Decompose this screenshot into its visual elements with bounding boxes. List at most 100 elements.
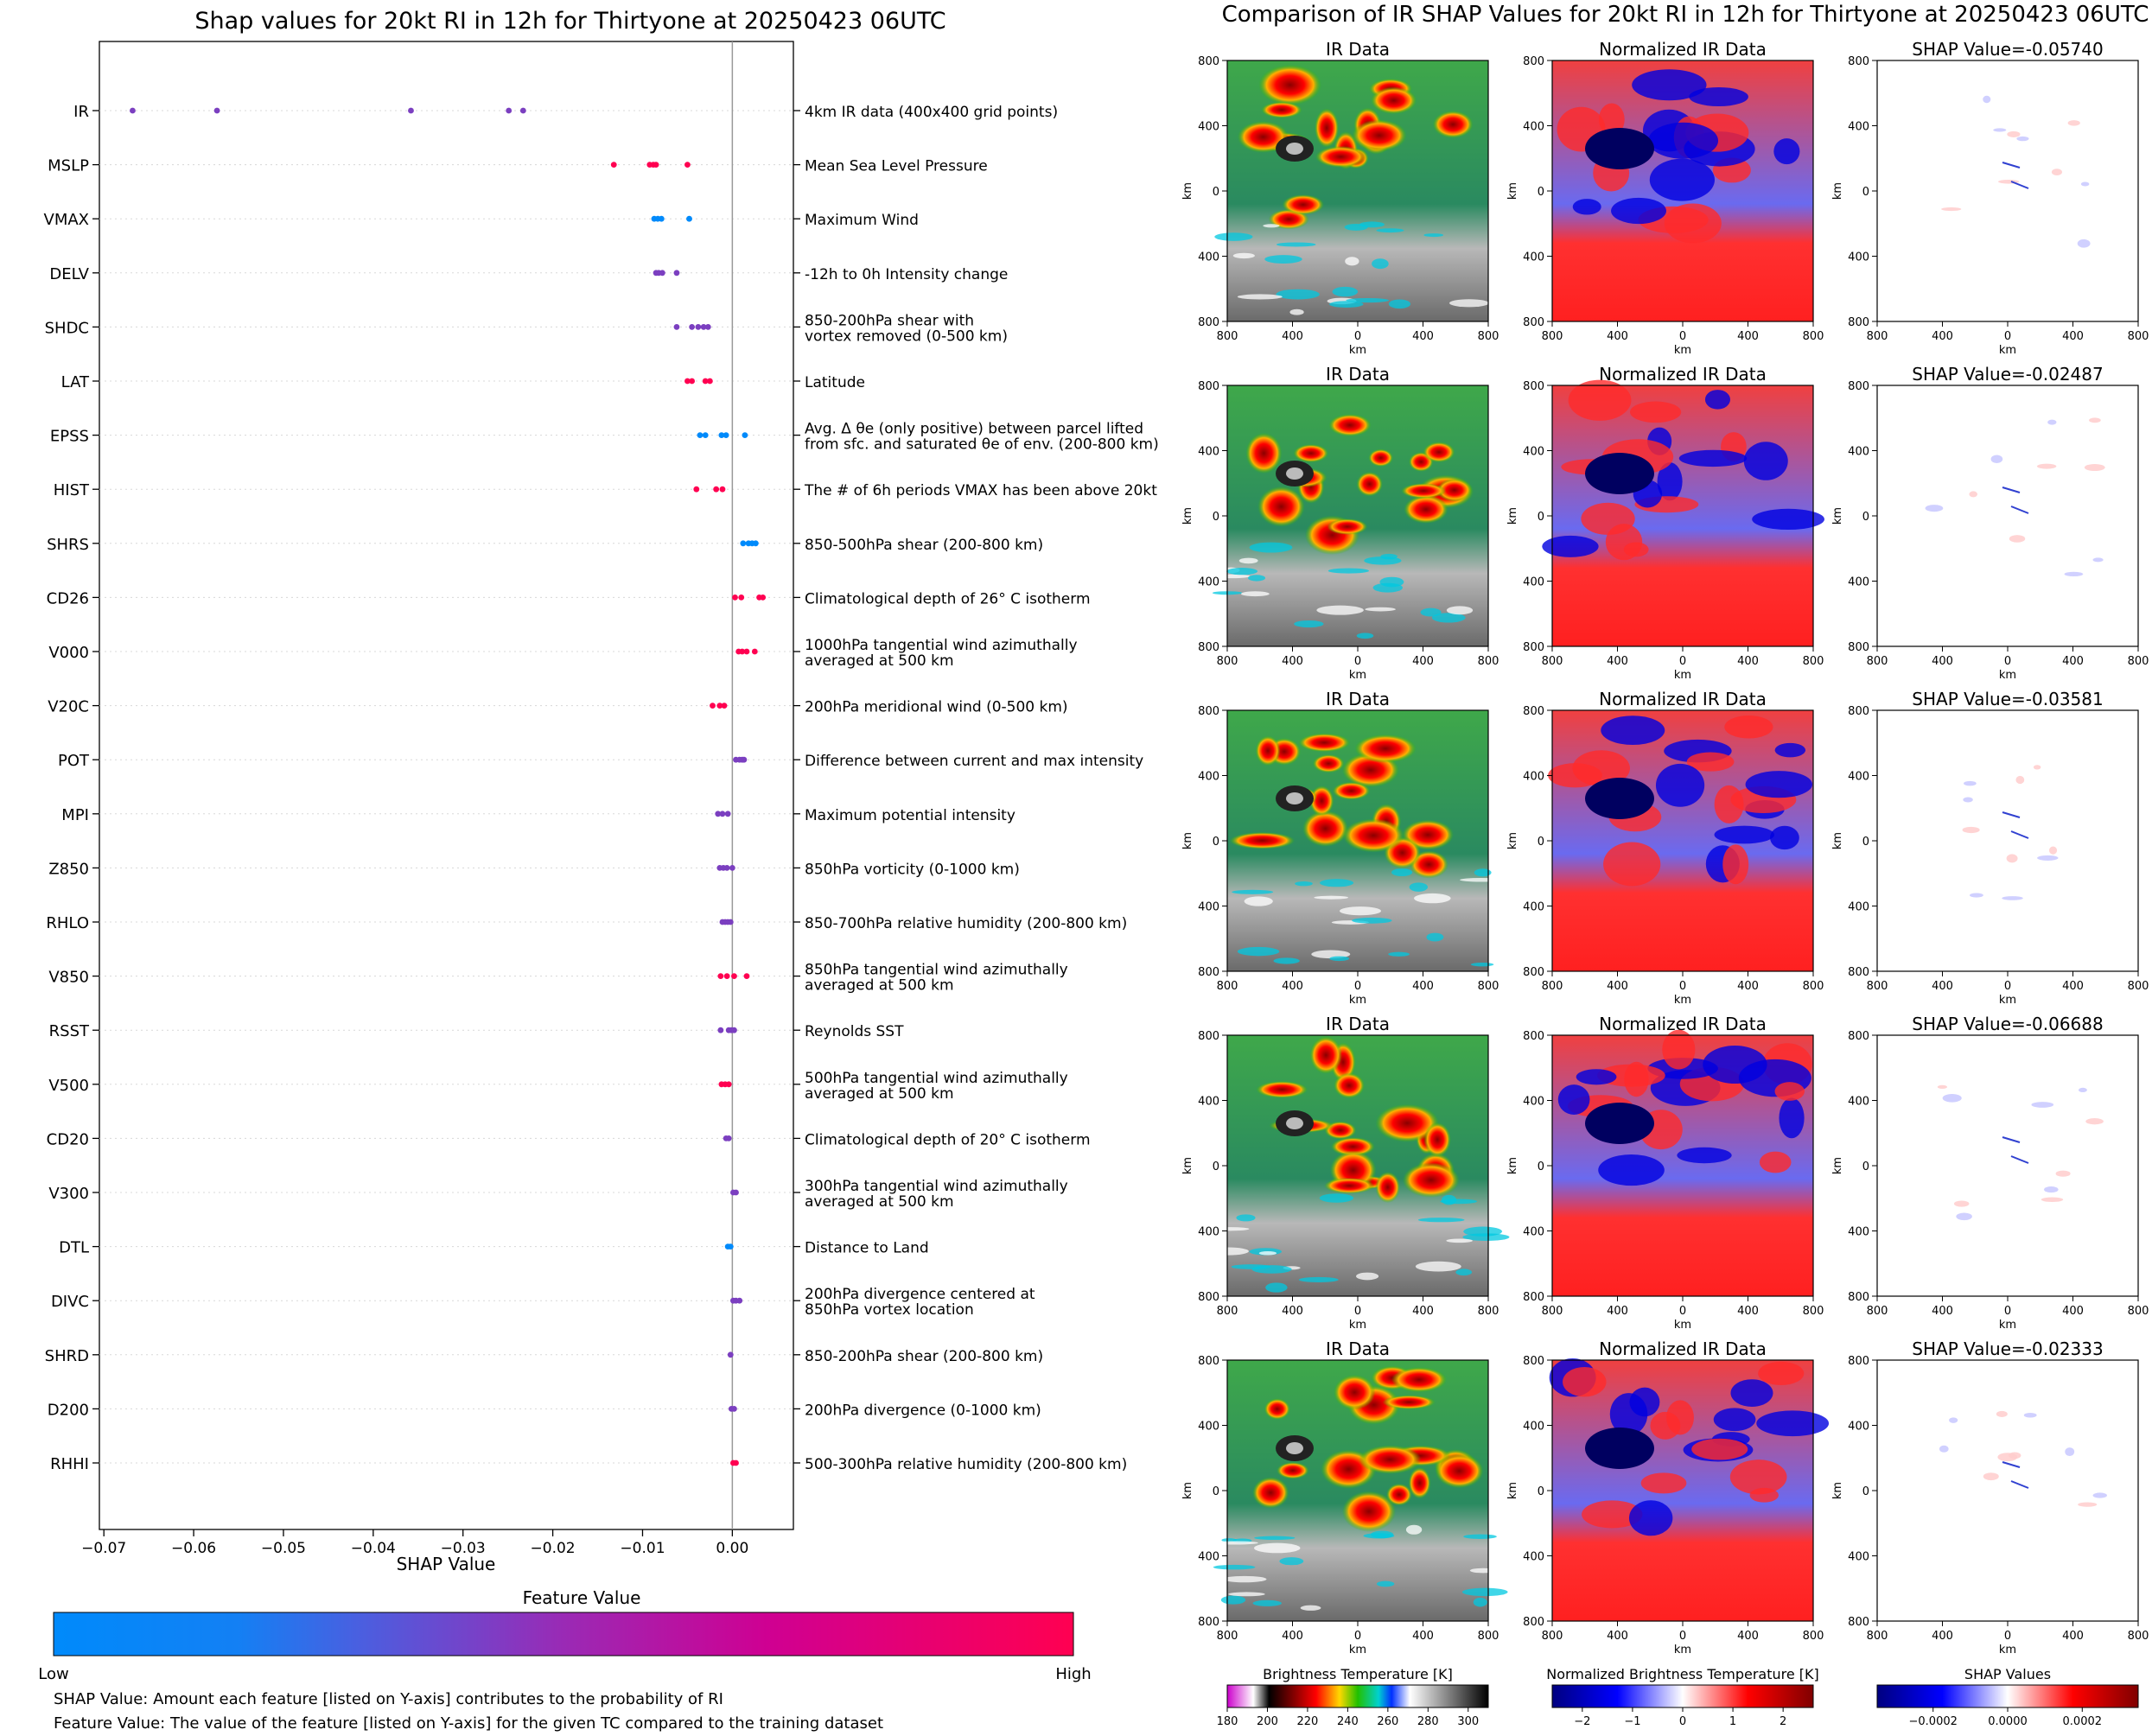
cloud-streak: [1226, 568, 1258, 575]
cloud-streak: [1238, 557, 1258, 564]
panel-x-tick-label: 800: [1478, 1630, 1499, 1643]
panel-x-tick-label: 800: [1542, 1305, 1563, 1318]
shap-speck: [2006, 854, 2018, 863]
cloud-blob: [1382, 1395, 1436, 1409]
normalized-blob: [1572, 750, 1630, 786]
colorbar-title: Brightness Temperature [K]: [1263, 1666, 1453, 1682]
cloud-streak: [1231, 1264, 1271, 1269]
cloud-streak: [1236, 1214, 1256, 1222]
shap-speck: [2047, 419, 2057, 425]
shap-speck: [2085, 1118, 2104, 1125]
cloud-streak: [1339, 906, 1382, 916]
normalized-blob: [1563, 1366, 1607, 1397]
normalized-blob: [1722, 844, 1749, 885]
panel-y-label: km: [1831, 832, 1844, 849]
feature-row-shrs: SHRS 850-500hPa shear (200-800 km): [47, 536, 1043, 554]
shap-panel-title: SHAP Value=-0.05740: [1912, 39, 2103, 60]
panel-y-tick-label: 0: [1538, 511, 1544, 524]
panel-x-label: km: [1674, 1644, 1691, 1657]
feature-row-rsst: RSST Reynolds SST: [49, 1022, 904, 1040]
shap-speck: [2015, 775, 2025, 785]
normalized-blob: [1629, 1387, 1660, 1417]
cloud-streak: [1298, 1276, 1339, 1282]
cloud-streak: [1414, 893, 1451, 904]
feature-description: averaged at 500 km: [805, 1193, 954, 1211]
shap-x-axis-label: SHAP Value: [397, 1554, 496, 1574]
normalized-core: [1585, 1428, 1654, 1469]
cloud-streak: [1417, 1218, 1465, 1223]
panel-x-label: km: [1349, 669, 1366, 682]
shap-values-colorbar: SHAP Values −0.0002 0.0000 0.0002: [1876, 1666, 2139, 1728]
cloud-blob: [1255, 735, 1281, 766]
normalized-blob: [1623, 542, 1649, 557]
colorbar-tick-label: 240: [1337, 1715, 1359, 1728]
shap-point: [689, 378, 696, 385]
panel-x-tick-label: 800: [1217, 330, 1238, 343]
normalized-blob: [1628, 1500, 1673, 1536]
cloud-streak: [1295, 881, 1313, 887]
cloud-blob: [1401, 483, 1447, 499]
colorbar-tick-label: 180: [1217, 1715, 1238, 1728]
panel-y-tick-label: 400: [1198, 1226, 1219, 1239]
feature-description: from sfc. and saturated θe of env. (200-…: [805, 436, 1159, 454]
feature-row-epss: EPSS Avg. Δ θe (only positive) between pa…: [50, 421, 1159, 454]
normalized-blob: [1714, 785, 1744, 823]
normalized-blob: [1640, 1472, 1687, 1494]
panel-x-label: km: [1349, 994, 1366, 1007]
panel-x-tick-label: 400: [1412, 330, 1434, 343]
cloud-streak: [1232, 889, 1274, 894]
shap-speck: [2002, 896, 2023, 900]
shap-map-image: [1877, 1360, 2138, 1621]
panel-y-tick-label: 800: [1523, 641, 1544, 654]
panel-y-tick-label: 0: [1862, 511, 1869, 524]
cloud-blob: [1252, 1477, 1289, 1509]
shap-point: [684, 162, 691, 169]
feature-label: RHHI: [50, 1455, 89, 1473]
feature-description: -12h to 0h Intensity change: [805, 266, 1008, 283]
cloud-streak: [1409, 882, 1428, 892]
panel-x-tick-label: 0: [1354, 980, 1361, 993]
panel-y-tick-label: 800: [1198, 705, 1219, 718]
panel-x-tick-label: 400: [1412, 1305, 1434, 1318]
shap-point: [731, 1406, 737, 1412]
shap-speck: [2036, 463, 2057, 469]
panel-x-tick-label: 400: [1737, 1305, 1759, 1318]
feature-label: SHRS: [47, 536, 89, 554]
cloud-blob: [1245, 432, 1283, 474]
cloud-streak: [1222, 1575, 1267, 1583]
colorbar-tick-label: 260: [1377, 1715, 1398, 1728]
panel-y-tick-label: 800: [1848, 55, 1869, 68]
cloud-blob: [1309, 1036, 1342, 1074]
panel-y-tick-label: 400: [1523, 121, 1544, 134]
panel-x-tick-label: 400: [1737, 1630, 1759, 1643]
colorbar-tick-label: 0.0000: [1988, 1715, 2028, 1728]
shap-point: [740, 540, 747, 547]
feature-row-lat: LAT Latitude: [61, 373, 865, 391]
panel-x-tick-label: 800: [1217, 980, 1238, 993]
panel-title: Normalized IR Data: [1599, 39, 1767, 60]
cloud-blob: [1229, 831, 1296, 849]
shap-point: [723, 432, 729, 438]
cloud-blob: [1432, 111, 1474, 138]
cloud-streak: [1364, 556, 1402, 565]
feature-description: Difference between current and max inten…: [805, 753, 1143, 770]
shap-map-panel: SHAP Value=-0.06688800800400400004004008…: [1831, 1014, 2149, 1332]
footnote-feature: Feature Value: The value of the feature …: [54, 1714, 883, 1733]
cloud-streak: [1405, 1524, 1423, 1535]
feature-label: V500: [48, 1077, 89, 1095]
cloud-streak: [1208, 1247, 1249, 1256]
panel-y-tick-label: 800: [1848, 1616, 1869, 1629]
normalized-blob: [1557, 1084, 1590, 1115]
shap-speck: [2016, 136, 2029, 142]
panel-x-tick-label: 800: [1478, 655, 1499, 668]
feature-description: averaged at 500 km: [805, 652, 954, 670]
cloud-streak: [1462, 1233, 1510, 1242]
storm-core-center: [1286, 1442, 1303, 1454]
feature-label: IR: [73, 103, 89, 121]
panel-x-tick-label: 400: [1607, 1630, 1628, 1643]
cloud-blob: [1257, 486, 1305, 527]
panel-x-tick-label: 400: [1737, 655, 1759, 668]
panel-y-tick-label: 800: [1848, 641, 1869, 654]
